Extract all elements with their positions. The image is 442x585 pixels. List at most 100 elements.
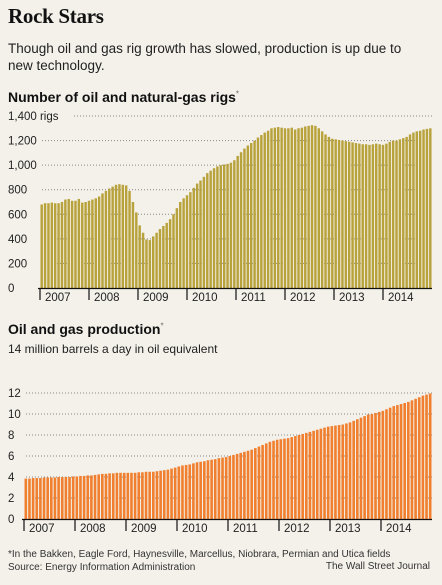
rigs-bar [253, 140, 256, 288]
rigs-bar [297, 128, 300, 288]
production-bar [217, 458, 221, 519]
production-bar [152, 471, 155, 519]
production-ytick-label: 4 [8, 472, 15, 484]
production-bar [297, 435, 301, 519]
rigs-bar [81, 202, 84, 288]
rigs-chart: 0 200 400 600 800 1,000 1,200 1,400 rigs 2007 200… [8, 111, 432, 304]
rigs-bar [337, 139, 341, 288]
production-bar [235, 453, 239, 519]
rigs-bar [412, 132, 415, 288]
production-bar [221, 457, 224, 519]
rigs-bar [199, 180, 202, 288]
production-bar [93, 474, 97, 519]
rigs-bar [314, 125, 317, 288]
rigs-bar [108, 188, 111, 288]
rigs-ytick-label: 400 [8, 234, 27, 246]
rigs-bar [233, 160, 236, 288]
production-bar [417, 397, 421, 519]
rigs-bar [243, 148, 246, 288]
rigs-bar [304, 126, 307, 288]
rigs-bar [246, 145, 250, 288]
production-ytick-label: 10 [8, 409, 21, 421]
production-bar [399, 404, 403, 519]
production-chart-title: Oil and gas production* [8, 321, 164, 337]
rigs-ytick-label: 200 [8, 258, 27, 270]
rigs-bar [87, 200, 91, 288]
rigs-bar [57, 203, 60, 288]
production-bar [283, 438, 286, 519]
production-bar [385, 409, 388, 519]
rigs-bar [135, 212, 138, 288]
rigs-bar [354, 143, 358, 288]
production-bar [228, 456, 232, 519]
rigs-bar [53, 203, 57, 288]
production-bar [421, 395, 425, 519]
page-title: Rock Stars [8, 4, 104, 28]
production-bar [377, 411, 381, 519]
production-bar [108, 473, 111, 519]
production-bar [148, 471, 151, 519]
rigs-bar [280, 127, 283, 288]
rigs-bar [111, 186, 114, 288]
rigs-bar [141, 232, 145, 288]
rigs-bar [375, 143, 378, 288]
production-bar [425, 394, 428, 519]
rigs-bar [344, 141, 348, 288]
rigs-bar [398, 139, 402, 288]
production-bar [60, 477, 64, 519]
rigs-bar [101, 193, 104, 288]
production-bar [254, 448, 257, 519]
rigs-bar [148, 240, 152, 288]
rigs-bar [67, 198, 70, 288]
rigs-bar [104, 190, 108, 288]
production-chart-title-text: Oil and gas production [8, 321, 161, 337]
rigs-bar [408, 134, 412, 288]
rigs-bar [121, 184, 125, 288]
production-bar [352, 420, 355, 519]
production-bar [119, 472, 122, 519]
production-bar [294, 436, 297, 519]
rigs-bar [175, 208, 179, 288]
production-bar [363, 416, 366, 519]
production-bar [272, 440, 275, 519]
rigs-bar [320, 131, 324, 288]
rigs-bar [249, 143, 253, 288]
rigs-bar [222, 164, 226, 288]
rigs-bar [290, 127, 293, 288]
production-bar [184, 464, 188, 519]
production-bar [28, 478, 31, 519]
rigs-bar [395, 140, 398, 288]
production-unit-label: 14 million barrels a day in oil equivale… [8, 342, 218, 356]
production-bar [407, 401, 410, 519]
rigs-bar [124, 185, 128, 288]
rigs-unit-suffix: rigs [37, 111, 59, 123]
production-bar [50, 477, 53, 519]
production-ytick-label: 2 [8, 493, 14, 505]
rigs-bar [266, 130, 270, 288]
rigs-ytick-label: 1,400 rigs [8, 111, 59, 123]
rigs-bar [415, 131, 419, 288]
production-bar [239, 452, 243, 519]
production-bar [286, 438, 290, 519]
production-bar [170, 468, 173, 519]
production-bar [162, 470, 166, 519]
rigs-bar [185, 195, 189, 288]
rigs-bar [74, 200, 77, 288]
production-bar [356, 419, 359, 519]
rigs-bar [368, 144, 371, 288]
rigs-bar [277, 127, 280, 288]
production-ytick-label: 6 [8, 451, 14, 463]
rigs-chart-title: Number of oil and natural-gas rigs* [8, 89, 239, 105]
production-bar [173, 467, 177, 519]
production-bar [199, 461, 202, 519]
production-chart: 0 2 4 6 8 10 12 2007 2008 2009 2010 2011 2012 2013 201… [8, 388, 432, 535]
rigs-bar [40, 204, 43, 288]
rigs-x-tick-label: 2014 [388, 292, 414, 304]
production-bar [195, 462, 199, 519]
rigs-bar [422, 129, 425, 288]
rigs-bar [263, 132, 266, 288]
rigs-bar [165, 222, 168, 288]
production-bar [82, 475, 86, 519]
rigs-x-tick-label: 2009 [143, 292, 169, 304]
rigs-bar [158, 229, 162, 288]
